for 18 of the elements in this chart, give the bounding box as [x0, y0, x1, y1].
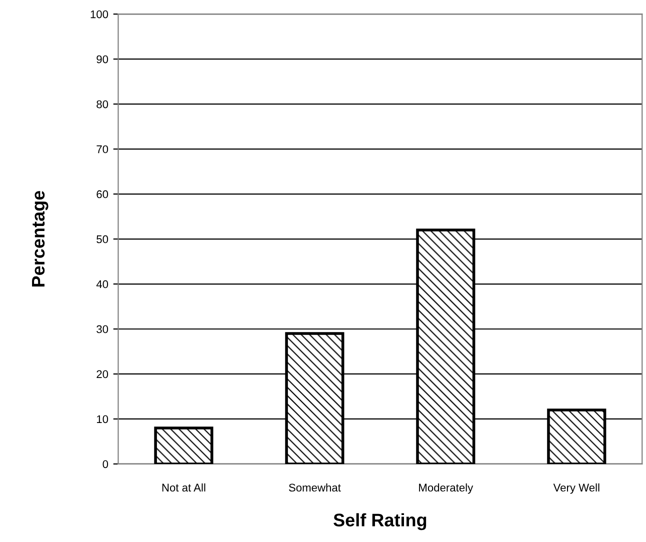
y-tick-label: 70	[96, 145, 108, 154]
y-tick-label: 90	[96, 55, 108, 64]
y-tick-label: 30	[96, 325, 108, 334]
bar	[154, 426, 214, 464]
y-tick-label: 0	[102, 460, 108, 468]
x-tick-label: Not at All	[162, 483, 206, 492]
y-tick-label: 80	[96, 100, 108, 108]
y-tick-label: 50	[96, 235, 108, 244]
x-axis-title: Self Rating	[334, 513, 426, 530]
y-tick-label: 10	[96, 415, 108, 424]
y-tick-label: 20	[96, 370, 108, 378]
y-tick-label: 60	[96, 190, 108, 198]
x-tick-label: Very Well	[553, 483, 600, 494]
y-axis-title: Percentage	[32, 190, 48, 286]
x-tick-label: Moderately	[419, 483, 474, 494]
y-tick-label: 40	[96, 280, 108, 288]
x-tick-label: Somewhat	[288, 483, 341, 492]
y-tick-label: 100	[90, 10, 108, 18]
